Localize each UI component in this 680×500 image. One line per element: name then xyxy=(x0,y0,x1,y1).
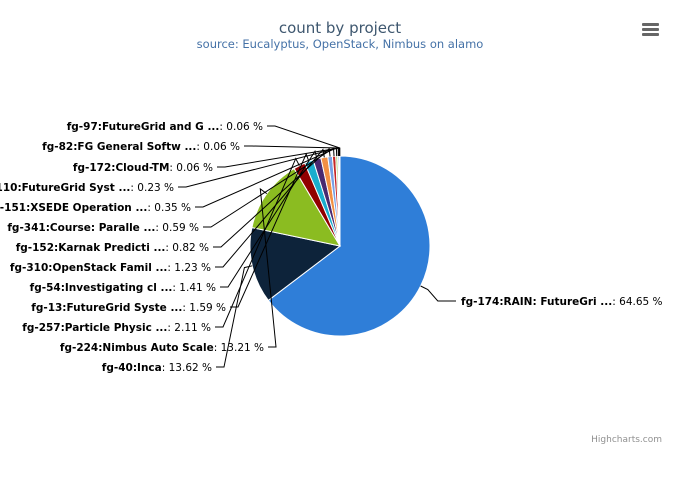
label-connector xyxy=(203,147,335,228)
slice-label: fg-257:Particle Physic ...: 2.11 % xyxy=(22,322,211,334)
slice-labels: fg-174:RAIN: FutureGri ...: 64.65 % fg-40… xyxy=(0,121,663,374)
label-connector xyxy=(259,187,277,348)
slice-label: fg-341:Course: Paralle ...: 0.59 % xyxy=(7,222,199,234)
label-connector xyxy=(195,147,338,208)
slice-label: fg-172:Cloud-TM: 0.06 % xyxy=(73,162,213,174)
slice-label: fg-152:Karnak Predicti ...: 0.82 % xyxy=(16,242,209,254)
label-connector xyxy=(267,125,341,157)
slice-label: fg-97:FutureGrid and G ...: 0.06 % xyxy=(67,121,263,133)
chart-subtitle: source: Eucalyptus, OpenStack, Nimbus on… xyxy=(197,37,484,51)
hamburger-menu-icon[interactable] xyxy=(638,18,662,40)
slice-label: fg-224:Nimbus Auto Scale: 13.21 % xyxy=(60,342,264,354)
slice-label: fg-310:OpenStack Famil ...: 1.23 % xyxy=(10,262,211,274)
slice-label: fg-151:XSEDE Operation ...: 0.35 % xyxy=(0,202,191,214)
pie-slices xyxy=(249,155,431,337)
slice-label: fg-54:Investigating cl ...: 1.41 % xyxy=(30,282,216,294)
label-connector xyxy=(213,147,331,248)
slice-label: fg-40:Inca: 13.62 % xyxy=(102,362,212,374)
label-connector xyxy=(215,157,300,328)
slice-label: fg-110:FutureGrid Syst ...: 0.23 % xyxy=(0,182,174,194)
slice-label: fg-174:RAIN: FutureGri ...: 64.65 % xyxy=(461,296,663,308)
label-connector xyxy=(230,152,310,308)
label-connector xyxy=(420,285,456,302)
label-connector xyxy=(220,150,318,288)
slice-label: fg-82:FG General Softw ...: 0.06 % xyxy=(42,141,240,153)
pie-slice[interactable] xyxy=(267,155,431,337)
highcharts-credits[interactable]: Highcharts.com xyxy=(591,435,662,445)
chart-title: count by project xyxy=(279,19,401,37)
label-connector xyxy=(216,265,253,368)
label-connector xyxy=(178,147,339,188)
label-connectors xyxy=(178,125,456,368)
slice-label: fg-13:FutureGrid Syste ...: 1.59 % xyxy=(31,302,226,314)
